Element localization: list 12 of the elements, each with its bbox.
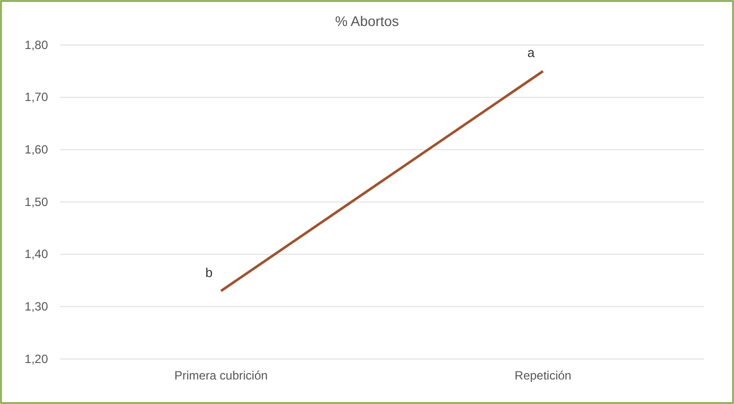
y-tick-label: 1,60	[24, 142, 48, 157]
y-tick-label: 1,80	[24, 38, 48, 52]
x-tick-label: Primera cubrición	[174, 368, 268, 383]
y-tick-label: 1,40	[24, 247, 48, 262]
y-tick-label: 1,30	[24, 300, 48, 314]
y-tick-label: 1,70	[24, 90, 48, 104]
chart-title: % Abortos	[335, 13, 399, 29]
y-tick-label: 1,20	[24, 352, 48, 366]
annotation: a	[527, 45, 536, 60]
x-tick-label: Repetición	[514, 368, 572, 383]
y-tick-label: 1,50	[24, 194, 48, 209]
annotation: b	[205, 264, 213, 280]
